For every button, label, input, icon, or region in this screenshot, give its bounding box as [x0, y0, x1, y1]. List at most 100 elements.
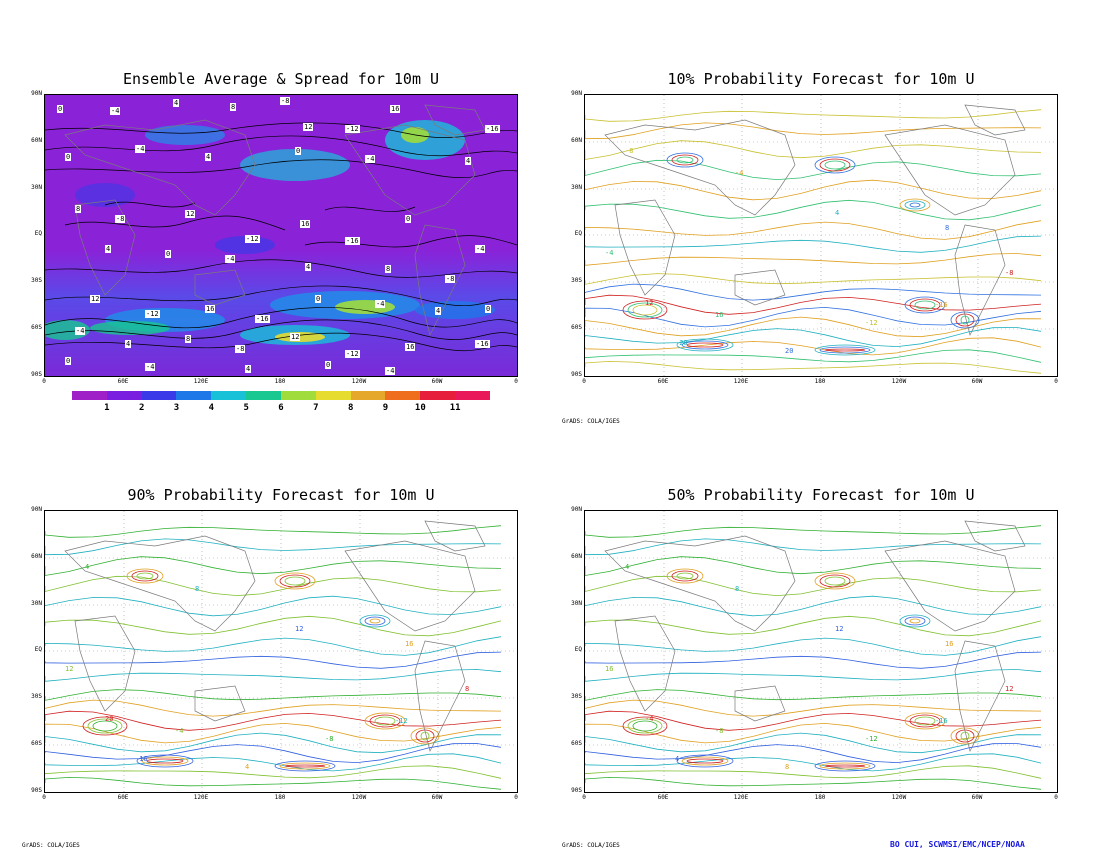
contour-line: [585, 253, 1042, 266]
contour-line: [45, 595, 502, 617]
lon-label: 0: [582, 794, 586, 801]
contour-eddy: [950, 727, 980, 745]
contour-value-label: -4: [175, 727, 183, 735]
contour-line: [45, 710, 502, 731]
contour-eddy: [666, 152, 704, 168]
contour-eddy: [136, 572, 154, 580]
contour-value-label: 0: [485, 305, 492, 313]
contour-value-label: 0: [165, 250, 172, 258]
lat-label: 30S: [31, 277, 42, 284]
lat-label: 90N: [571, 506, 582, 513]
contour-line: [585, 283, 1042, 301]
contour-eddy: [284, 764, 326, 768]
lon-label: 0: [514, 378, 518, 385]
contour-eddy: [824, 348, 866, 352]
contour-eddy: [819, 762, 871, 770]
contour-value-label: -8: [1005, 269, 1013, 277]
contour-eddy: [814, 760, 876, 772]
contour-value-label: -12: [345, 350, 360, 358]
contour-eddy: [904, 200, 926, 210]
contour-eddy: [622, 716, 668, 736]
contour-line: [64, 535, 256, 632]
lat-label: 60S: [31, 740, 42, 747]
lon-label: 120W: [351, 794, 367, 801]
lat-label: 90N: [571, 90, 582, 97]
lat-label: 90S: [571, 787, 582, 794]
contour-eddy: [676, 572, 694, 580]
contour-eddy: [284, 576, 306, 586]
contour-eddy: [666, 568, 704, 584]
contour-value-label: 4: [105, 245, 112, 253]
contour-value-label: -16: [475, 340, 490, 348]
contour-eddy: [676, 156, 694, 164]
colorbar-swatch: [141, 391, 177, 400]
lon-label: 120W: [891, 378, 907, 385]
contour-value-label: -4: [110, 107, 121, 115]
contour-line: [964, 104, 1026, 136]
contour-eddy: [819, 158, 851, 172]
contour-eddy: [909, 298, 941, 312]
contour-value-label: 16: [390, 105, 401, 113]
contour-eddy: [819, 346, 871, 354]
contour-eddy: [146, 758, 184, 764]
contour-value-label: 8: [185, 335, 192, 343]
contour-value-label: -8: [325, 735, 333, 743]
colorbar-label: 3: [173, 403, 180, 413]
lon-label: 0: [42, 378, 46, 385]
contour-line: [585, 669, 1042, 682]
contour-line: [74, 615, 136, 712]
lat-label: 60S: [31, 324, 42, 331]
contour-value-label: -12: [395, 717, 408, 725]
contour-value-label: -4: [385, 367, 396, 375]
contour-value-label: -4: [375, 300, 386, 308]
contour-line: [45, 765, 502, 779]
lat-label: 60N: [31, 553, 42, 560]
lon-label: 0: [582, 378, 586, 385]
colorbar-label: 4: [208, 403, 215, 413]
contour-eddy: [627, 302, 663, 318]
contour-eddy: [681, 756, 729, 766]
contour-line: [585, 122, 1042, 140]
contour-line: [45, 575, 502, 597]
contour-value-label: 4: [205, 153, 212, 161]
colorbar-label: 7: [313, 403, 319, 413]
contour-eddy: [899, 614, 931, 628]
contour-value-label: -16: [935, 301, 948, 309]
contour-line: [585, 199, 1042, 221]
contour-eddy: [131, 570, 159, 582]
contour-line: [585, 273, 1042, 285]
colorbar-label: 5: [243, 403, 249, 413]
lon-label: 0: [514, 794, 518, 801]
contour-eddy: [819, 574, 851, 588]
contour-value-label: 12: [835, 625, 843, 633]
lon-label: 180: [274, 378, 286, 385]
lat-label: 90N: [31, 90, 42, 97]
contour-value-label: -12: [145, 310, 160, 318]
lon-label: 0: [1054, 378, 1058, 385]
contour-line: [585, 776, 1042, 790]
colorbar-swatch: [350, 391, 386, 400]
contour-eddy: [369, 618, 381, 624]
contour-value-label: 12: [90, 295, 101, 303]
lat-label: 60N: [31, 137, 42, 144]
lon-label: 60W: [431, 378, 443, 385]
colorbar-swatch: [280, 391, 316, 400]
contour-eddy: [141, 756, 189, 766]
lat-label: EQ: [574, 646, 582, 653]
grads-credit: GrADS: COLA/IGES: [562, 842, 620, 849]
contour-line: [604, 535, 796, 632]
contour-value-label: 20: [105, 715, 113, 723]
colorbar-swatch: [106, 391, 142, 400]
map-ensemble: 0 -4 4 8 -8 12 -12 16 -16 0 -4 4 0 -4 4 8 -8 12 -12 16 -16 0 -…: [44, 94, 518, 377]
colorbar-swatch: [246, 391, 281, 400]
contour-line: [585, 294, 1042, 315]
lon-label: 0: [42, 794, 46, 801]
contour-line: [45, 615, 502, 637]
contour-value-label: 16: [405, 343, 416, 351]
contour-value-label: -16: [345, 237, 360, 245]
contour-value-label: 16: [945, 640, 953, 648]
contour-line: [585, 699, 1042, 717]
contour-value-label: -16: [935, 717, 948, 725]
contour-line: [585, 538, 1042, 556]
contour-value-label: -4: [605, 249, 613, 257]
